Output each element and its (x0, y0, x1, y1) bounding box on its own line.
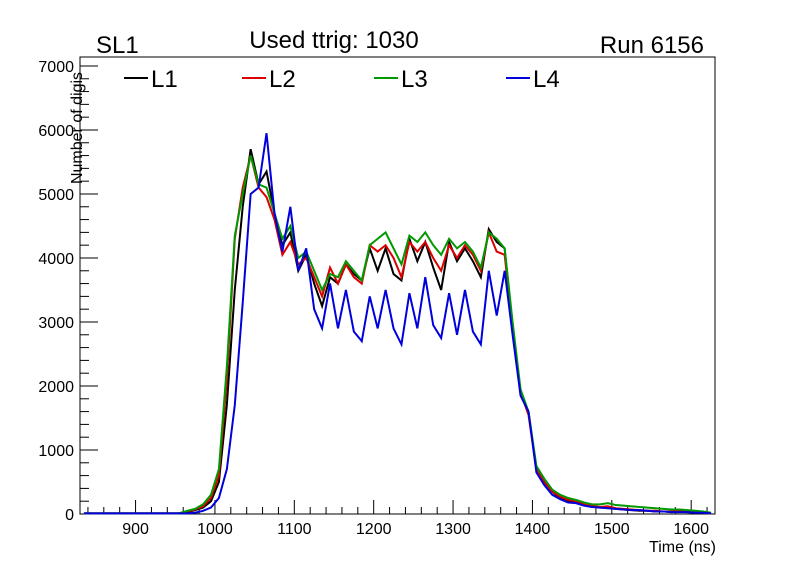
y-tick-label: 4000 (38, 251, 74, 268)
series-line-l4 (83, 133, 712, 515)
y-tick-label: 2000 (38, 379, 74, 396)
sl-label: SL1 (96, 32, 139, 59)
x-tick-label: 900 (122, 521, 149, 538)
legend-label: L3 (401, 66, 428, 93)
x-tick-label: 1300 (435, 521, 471, 538)
x-tick-label: 1500 (594, 521, 630, 538)
legend-label: L1 (151, 66, 178, 93)
x-tick-label: 1600 (673, 521, 709, 538)
y-tick-label: 5000 (38, 187, 74, 204)
series-line-l1 (83, 148, 712, 515)
x-tick-label: 1000 (197, 521, 233, 538)
y-tick-label: 6000 (38, 123, 74, 140)
y-tick-label: 1000 (38, 443, 74, 460)
x-tick-label: 1200 (356, 521, 392, 538)
chart-title: Used ttrig: 1030 (249, 27, 418, 54)
y-axis-label: Number of digis (69, 72, 86, 184)
y-tick-label: 0 (65, 507, 74, 524)
x-tick-label: 1100 (277, 521, 312, 538)
legend-label: L2 (269, 66, 296, 93)
run-label: Run 6156 (600, 32, 704, 59)
x-axis-label: Time (ns) (649, 539, 716, 556)
legend-label: L4 (533, 66, 560, 93)
y-tick-label: 3000 (38, 315, 74, 332)
y-tick-label: 7000 (38, 59, 74, 76)
plot-frame (79, 56, 716, 515)
series-line-l3 (83, 155, 712, 515)
x-tick-label: 1400 (515, 521, 551, 538)
